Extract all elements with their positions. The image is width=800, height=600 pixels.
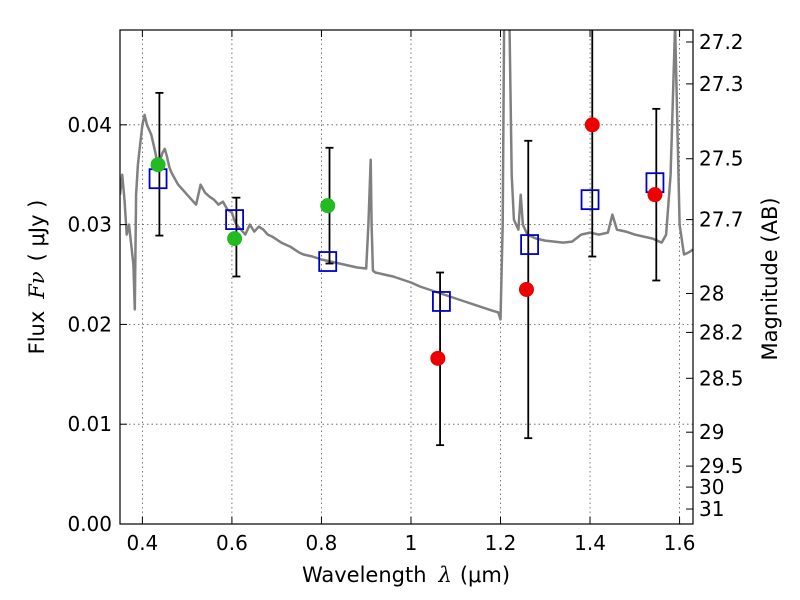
y2-tick-label: 29.5: [699, 454, 744, 478]
y2-tick-label: 31: [699, 497, 724, 521]
x-tick-label: 0.4: [126, 531, 158, 555]
template-spectrum-group: [120, 30, 693, 321]
y2-tick-label: 29: [699, 420, 724, 444]
x-axis-label-prefix: Wavelength: [302, 563, 427, 587]
y-tick-label: 0.02: [67, 312, 112, 336]
x-tick-label: 1: [405, 531, 418, 555]
model-square-marker: [520, 234, 540, 255]
y2-tick-label: 27.5: [699, 147, 744, 171]
y2-tick-label: 27.3: [699, 72, 744, 96]
y-axis-ticks: 0.00 0.01 0.02 0.03 0.04: [67, 113, 127, 536]
y-tick-label: 0.04: [67, 113, 112, 137]
red-data-point: [430, 350, 446, 366]
x-tick-label: 0.6: [216, 531, 248, 555]
y2-tick-label: 27.7: [699, 208, 744, 232]
y2-tick-label: 30: [699, 475, 724, 499]
red-data-point: [584, 117, 600, 133]
y2-tick-label: 27.2: [699, 30, 744, 54]
template-spectrum-line: [120, 30, 693, 321]
y2-tick-label: 28.2: [699, 320, 744, 344]
y2-axis-label: Magnitude (AB): [758, 197, 782, 360]
y-tick-label: 0.03: [67, 213, 112, 237]
x-tick-label: 1.4: [574, 531, 606, 555]
red-data-point: [518, 281, 534, 297]
model-square-marker: [432, 291, 451, 312]
x-axis-label: Wavelength λ (μm): [302, 563, 510, 587]
x-tick-label: 1.2: [485, 531, 517, 555]
x-axis-label-unit: (μm): [460, 563, 510, 587]
y2-tick-label: 28.5: [699, 366, 744, 390]
y-axis-label: Flux Fν ( μJy ): [25, 200, 49, 355]
error-bars: [155, 30, 661, 447]
x-tick-label: 0.8: [306, 531, 338, 555]
photometry-markers: [148, 117, 665, 366]
plot-frame: [119, 29, 694, 525]
x-axis-ticks: 0.4 0.6 0.8 1 1.2 1.4 1.6: [126, 30, 695, 555]
y-axis-label-unit: ( μJy ): [25, 200, 49, 262]
x-axis-label-symbol: λ: [438, 563, 452, 587]
model-square-marker: [318, 251, 338, 272]
green-data-point: [320, 198, 336, 214]
y2-tick-label: 28: [699, 281, 724, 305]
red-data-point: [647, 187, 663, 203]
green-data-point: [227, 231, 243, 247]
y-axis-label-prefix: Flux: [25, 311, 49, 355]
x-tick-label: 1.6: [664, 531, 696, 555]
y-axis-label-symbol: Fν: [25, 271, 49, 300]
model-square-marker: [580, 189, 600, 211]
model-square-marker: [225, 209, 245, 231]
y-tick-label: 0.00: [67, 512, 112, 536]
green-data-point: [150, 157, 166, 173]
y-tick-label: 0.01: [67, 412, 112, 436]
grid-lines: [120, 30, 693, 524]
